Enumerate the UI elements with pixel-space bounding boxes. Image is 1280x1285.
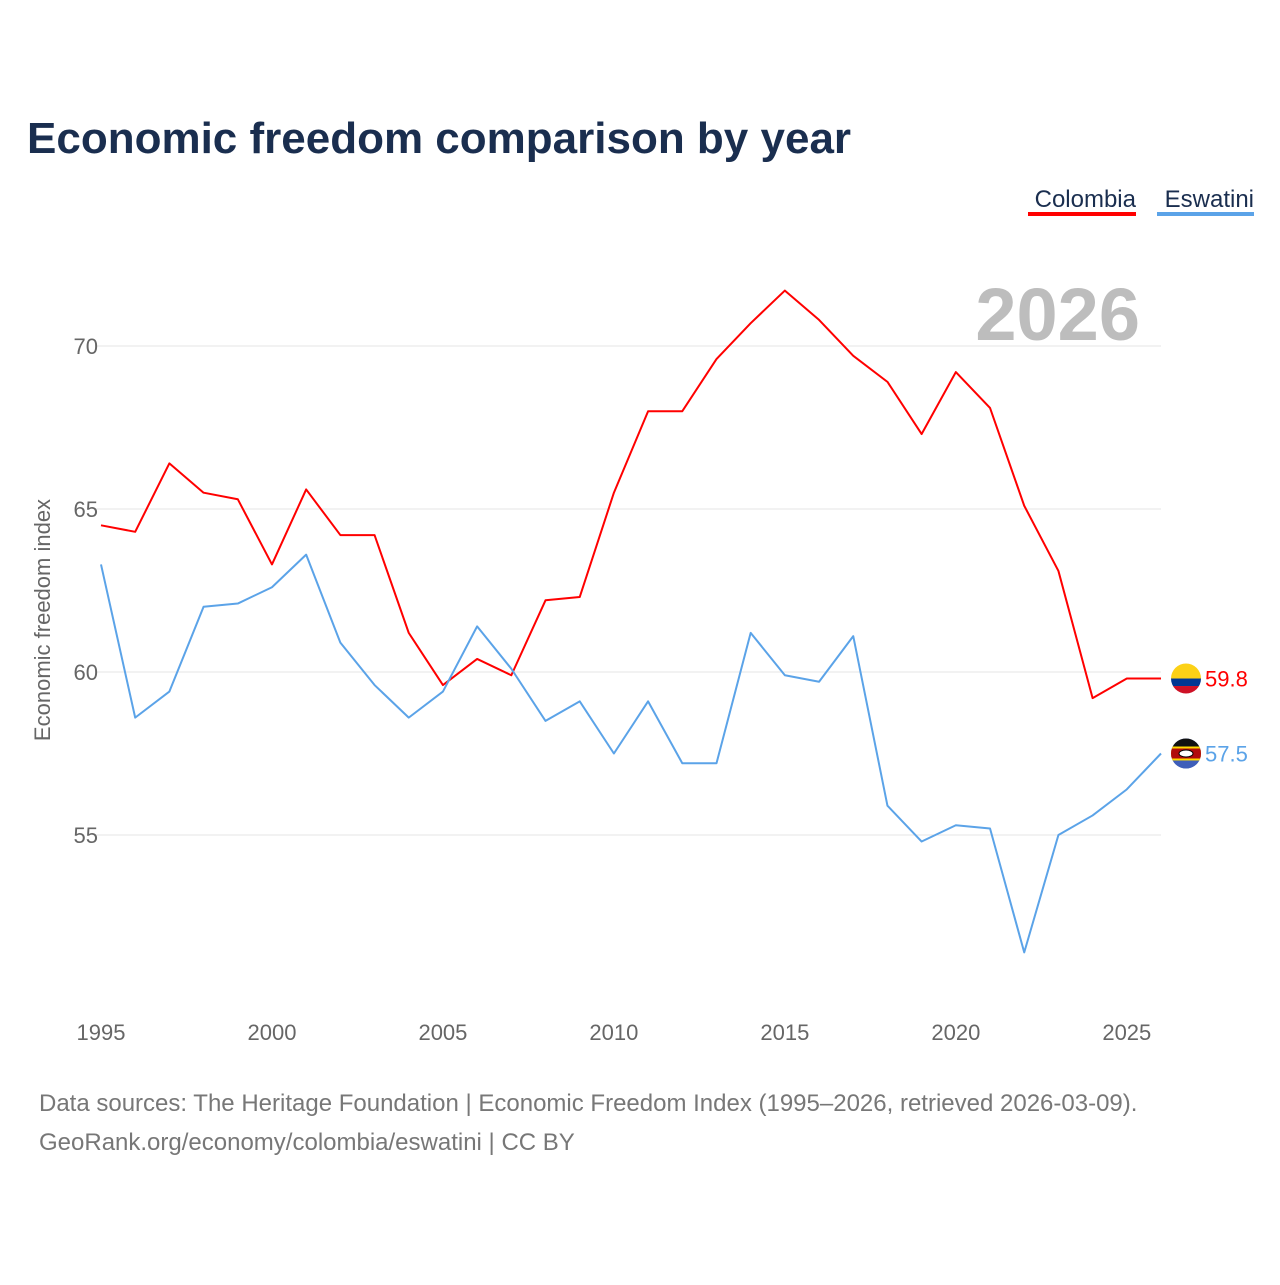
x-tick-label: 2025 <box>1102 1020 1151 1045</box>
y-tick-label: 65 <box>74 497 98 522</box>
x-tick-label: 2000 <box>247 1020 296 1045</box>
x-tick-label: 2005 <box>418 1020 467 1045</box>
legend-label-colombia[interactable]: Colombia <box>1035 186 1137 213</box>
x-tick-label: 2020 <box>931 1020 980 1045</box>
legend-swatch-colombia <box>1028 212 1136 216</box>
footer-link[interactable]: GeoRank.org/economy/colombia/eswatini | … <box>39 1129 575 1156</box>
legend-item-eswatini[interactable]: Eswatini <box>1157 186 1254 216</box>
x-tick-label: 2010 <box>589 1020 638 1045</box>
legend[interactable]: Colombia Eswatini <box>1028 186 1254 216</box>
y-tick-label: 60 <box>74 660 98 685</box>
series-lines <box>100 289 1162 954</box>
series-line-colombia <box>100 289 1161 700</box>
end-labels: 59.8 57.5 <box>1171 663 1248 769</box>
legend-item-colombia[interactable]: Colombia <box>1028 186 1137 216</box>
end-value-colombia: 59.8 <box>1205 667 1248 692</box>
chart-title: Economic freedom comparison by year <box>27 114 851 163</box>
x-axis-ticks: 1995 2000 2005 2010 2015 2020 2025 <box>77 1020 1152 1045</box>
y-tick-label: 55 <box>74 823 98 848</box>
y-tick-label: 70 <box>74 334 98 359</box>
series-line-eswatini <box>100 553 1162 954</box>
colombia-flag-icon <box>1171 663 1201 694</box>
legend-swatch-eswatini <box>1157 212 1254 216</box>
eswatini-flag-icon <box>1171 738 1201 769</box>
x-tick-label: 2015 <box>760 1020 809 1045</box>
footer-sources: Data sources: The Heritage Foundation | … <box>39 1090 1137 1117</box>
legend-label-eswatini[interactable]: Eswatini <box>1165 186 1254 213</box>
x-tick-label: 1995 <box>77 1020 126 1045</box>
y-axis-label: Economic freedom index <box>30 499 55 741</box>
year-watermark: 2026 <box>975 273 1140 356</box>
y-axis-ticks: 55 60 65 70 <box>74 334 98 848</box>
gridlines <box>96 345 1161 836</box>
end-value-eswatini: 57.5 <box>1205 742 1248 767</box>
